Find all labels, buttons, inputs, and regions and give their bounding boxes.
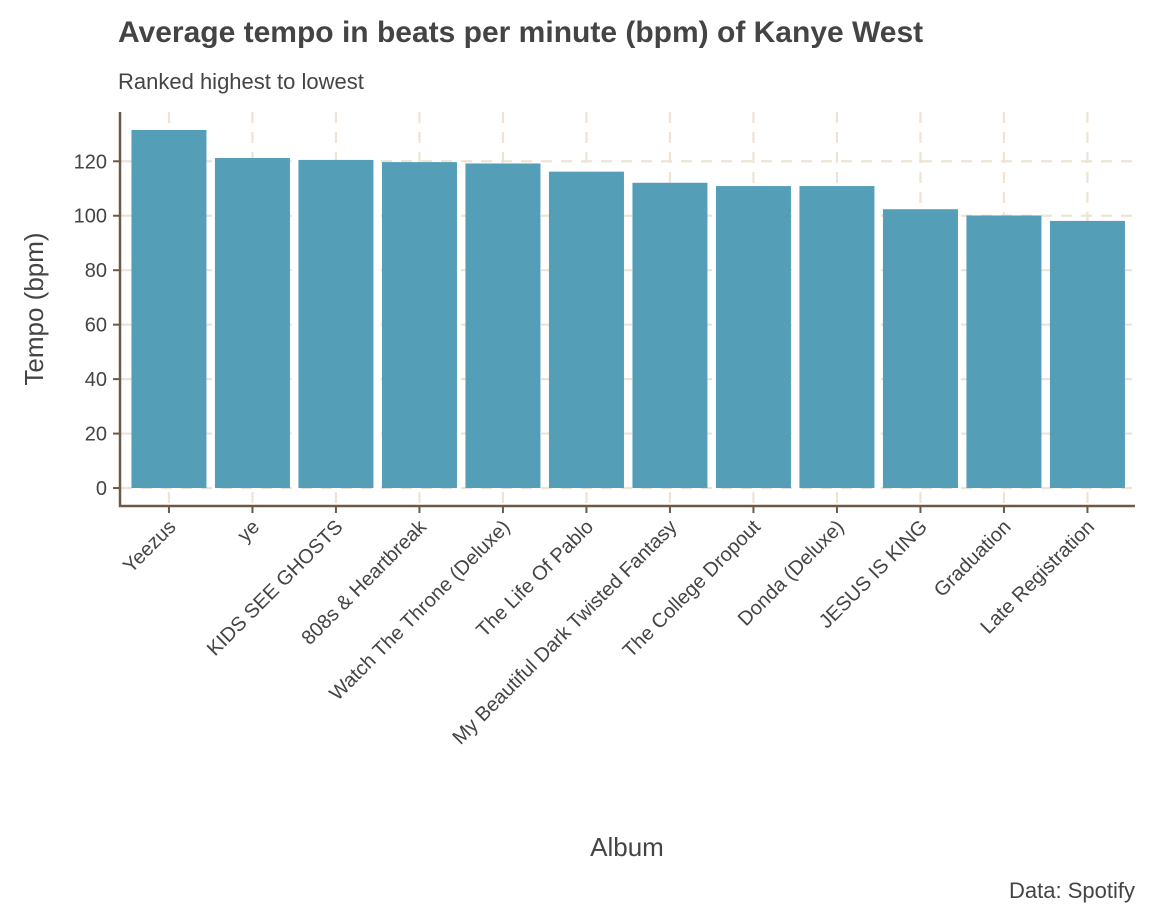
y-tick-label: 40: [85, 369, 107, 391]
x-tick-label: ye: [233, 516, 263, 546]
x-tick-label: KIDS SEE GHOSTS: [203, 516, 347, 660]
bar: [465, 163, 541, 489]
y-tick-label: 80: [85, 260, 107, 282]
y-tick-label: 120: [74, 151, 107, 173]
x-tick-label: Watch The Throne (Deluxe): [325, 516, 514, 705]
bar: [715, 186, 791, 489]
bar: [799, 186, 875, 489]
chart-subtitle: Ranked highest to lowest: [118, 69, 364, 94]
x-tick-label: Yeezus: [119, 516, 180, 577]
bar: [298, 159, 374, 489]
bar: [966, 215, 1042, 489]
x-tick-label: The College Dropout: [619, 516, 765, 662]
bar: [381, 162, 457, 489]
y-tick-labels: 0 20 40 60 80 100 120: [74, 151, 120, 500]
bar: [882, 209, 958, 489]
bar: [632, 182, 708, 489]
bar: [214, 158, 290, 489]
chart-title: Average tempo in beats per minute (bpm) …: [118, 16, 923, 49]
x-axis-title: Album: [590, 832, 664, 862]
y-tick-label: 60: [85, 315, 107, 337]
y-tick-label: 0: [96, 478, 107, 500]
y-tick-label: 20: [85, 424, 107, 446]
y-axis-title: Tempo (bpm): [19, 232, 49, 385]
x-tick-label: Graduation: [930, 516, 1016, 602]
axes: [118, 112, 1135, 508]
bar: [1049, 220, 1125, 489]
data-source-caption: Data: Spotify: [1009, 878, 1135, 903]
y-tick-label: 100: [74, 206, 107, 228]
bars: [131, 129, 1125, 489]
bar: [548, 171, 624, 489]
bar: [131, 129, 207, 489]
